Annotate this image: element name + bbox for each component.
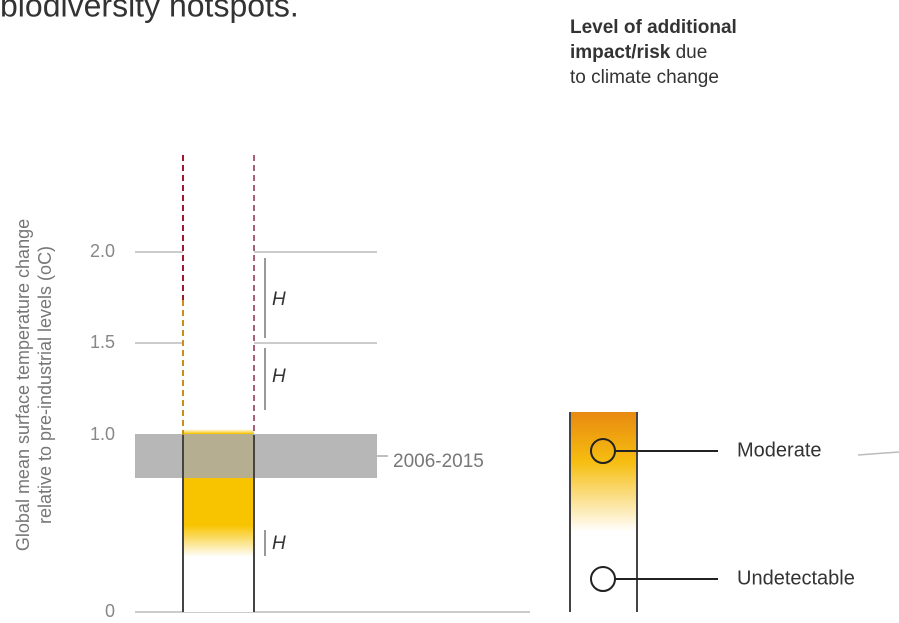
axis-label: Global mean surface temperature change (13, 219, 33, 551)
legend-title: Level of additional (570, 17, 737, 38)
confidence-label: H (272, 289, 286, 310)
tick-label: 2.0 (90, 241, 115, 261)
legend-title: to climate change (570, 67, 719, 88)
legend-title: impact/risk (570, 42, 671, 63)
legend-title: impact/risk due (570, 42, 707, 63)
ember (183, 155, 254, 612)
period-band (135, 434, 377, 478)
confidence-label: H (272, 533, 286, 554)
axis-label: relative to pre-industrial levels (oC) (35, 246, 55, 524)
legend-title: due (676, 42, 708, 63)
band-label: 2006-2015 (393, 451, 484, 472)
axis-label: Global mean surface temperature change r… (13, 219, 55, 551)
legend-level: Moderate (737, 439, 822, 461)
title: biodiversity hotspots. (0, 0, 299, 23)
confidence-label: H (272, 366, 286, 387)
legend-leader (857, 451, 899, 456)
tick-label: 1.0 (90, 424, 115, 444)
legend-marker (590, 566, 616, 592)
tick-label: 1.5 (90, 332, 115, 352)
tick-label: 0 (105, 601, 115, 621)
legend-level: Undetectable (737, 567, 855, 589)
